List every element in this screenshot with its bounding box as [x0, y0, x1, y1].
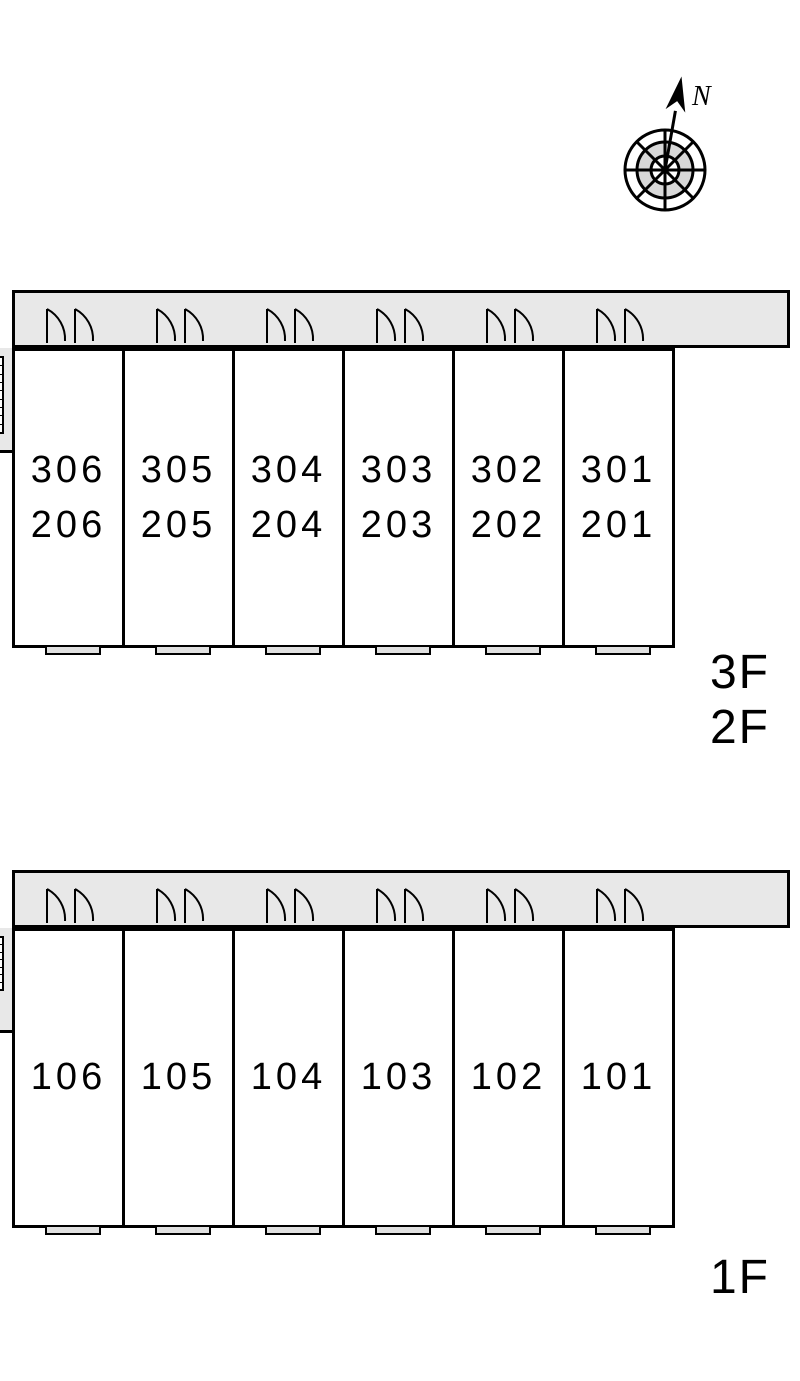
balcony	[265, 1225, 321, 1235]
unit-label: 203	[361, 498, 436, 553]
unit-label: 105	[141, 1050, 216, 1105]
door-icon	[371, 883, 427, 923]
unit-105: 105	[122, 928, 235, 1228]
balcony	[595, 645, 651, 655]
stair-box	[0, 356, 4, 434]
balcony	[375, 645, 431, 655]
door-icon	[371, 303, 427, 343]
balcony	[485, 1225, 541, 1235]
unit-104: 104	[232, 928, 345, 1228]
units-row-upper: 306 206 305 205 304 204 303 203 302 202	[12, 348, 675, 648]
door-icon	[261, 883, 317, 923]
floor-label-2f: 2F	[710, 700, 770, 755]
unit-label: 106	[31, 1050, 106, 1105]
unit-304-204: 304 204	[232, 348, 345, 648]
balcony	[375, 1225, 431, 1235]
compass-svg: N	[600, 65, 730, 235]
units-row-lower: 106 105 104 103 102 101	[12, 928, 675, 1228]
unit-label: 305	[141, 443, 216, 498]
door-icon	[481, 303, 537, 343]
unit-301-201: 301 201	[562, 348, 675, 648]
unit-label: 103	[361, 1050, 436, 1105]
balcony	[155, 645, 211, 655]
unit-106: 106	[12, 928, 125, 1228]
balcony	[45, 1225, 101, 1235]
unit-label: 102	[471, 1050, 546, 1105]
compass-north-label: N	[691, 81, 712, 112]
unit-label: 304	[251, 443, 326, 498]
door-icon	[151, 303, 207, 343]
unit-label: 205	[141, 498, 216, 553]
door-icon	[591, 883, 647, 923]
unit-label: 303	[361, 443, 436, 498]
unit-label: 204	[251, 498, 326, 553]
unit-101: 101	[562, 928, 675, 1228]
door-icon	[151, 883, 207, 923]
door-icon	[261, 303, 317, 343]
door-icon	[481, 883, 537, 923]
unit-label: 101	[581, 1050, 656, 1105]
door-icon	[41, 303, 97, 343]
unit-label: 201	[581, 498, 656, 553]
balcony	[265, 645, 321, 655]
unit-label: 104	[251, 1050, 326, 1105]
door-icon	[41, 883, 97, 923]
floor-label-1f: 1F	[710, 1250, 770, 1305]
unit-303-203: 303 203	[342, 348, 455, 648]
balcony	[155, 1225, 211, 1235]
door-icon	[591, 303, 647, 343]
unit-103: 103	[342, 928, 455, 1228]
floor-label-3f: 3F	[710, 645, 770, 700]
unit-102: 102	[452, 928, 565, 1228]
unit-306-206: 306 206	[12, 348, 125, 648]
unit-label: 306	[31, 443, 106, 498]
balcony	[595, 1225, 651, 1235]
balcony	[45, 645, 101, 655]
balcony	[485, 645, 541, 655]
unit-label: 206	[31, 498, 106, 553]
compass-rose: N	[600, 65, 730, 235]
unit-label: 302	[471, 443, 546, 498]
stair-box	[0, 936, 4, 991]
unit-305-205: 305 205	[122, 348, 235, 648]
unit-302-202: 302 202	[452, 348, 565, 648]
unit-label: 301	[581, 443, 656, 498]
unit-label: 202	[471, 498, 546, 553]
